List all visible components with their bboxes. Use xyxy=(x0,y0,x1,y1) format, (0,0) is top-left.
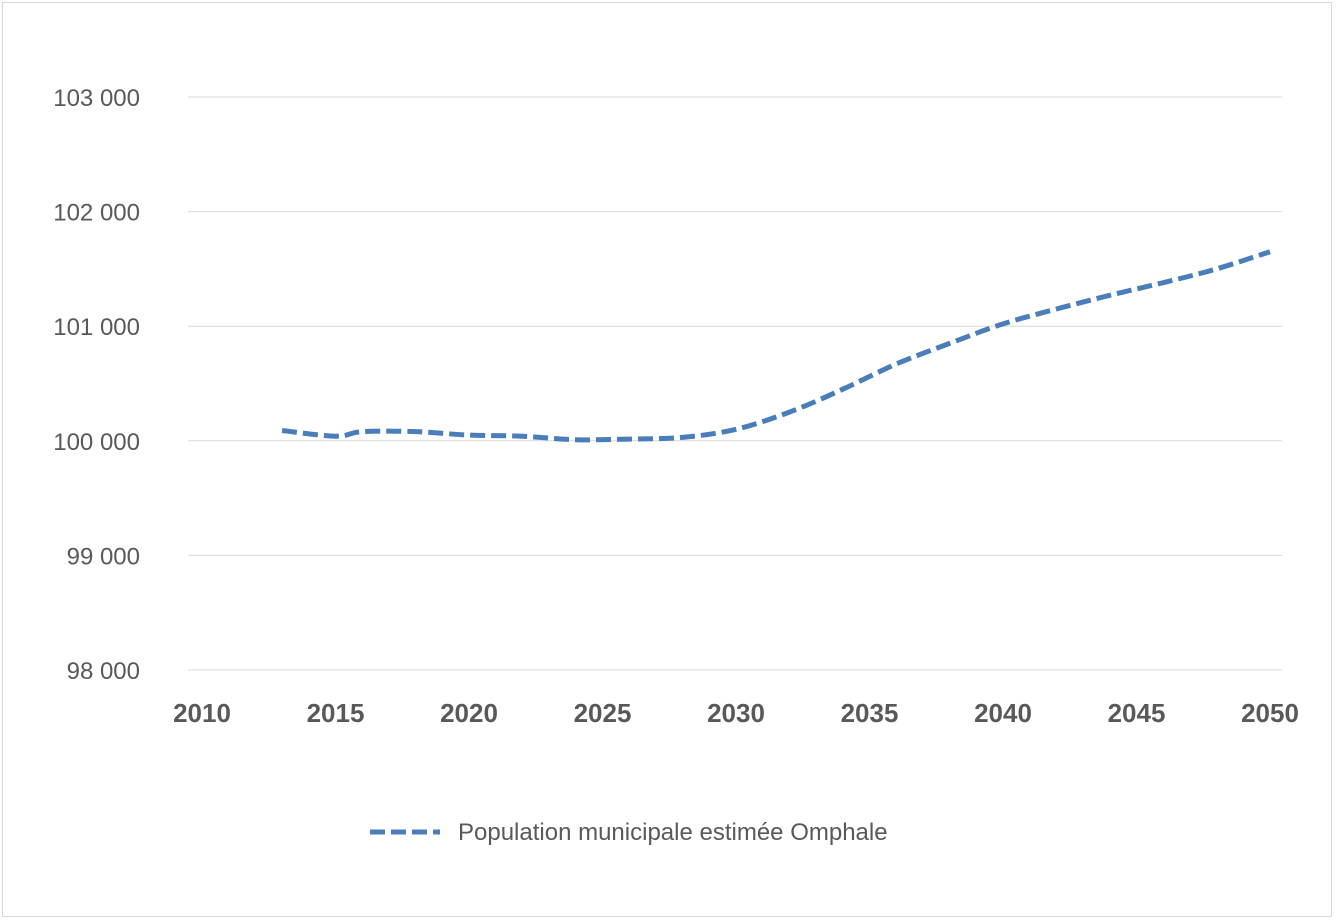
y-axis-tick-labels: 98 000 99 000 100 000 101 000 102 000 103 000 xyxy=(53,85,140,685)
x-tick-label: 2020 xyxy=(440,698,498,728)
x-axis-tick-labels: 2010 2015 2020 2025 2030 2035 2040 2045 2050 xyxy=(173,698,1299,728)
y-tick-label: 101 000 xyxy=(53,314,140,341)
x-tick-label: 2045 xyxy=(1108,698,1166,728)
series-lines xyxy=(281,249,1271,443)
x-tick-label: 2025 xyxy=(574,698,632,728)
y-tick-label: 100 000 xyxy=(53,429,140,456)
gridlines xyxy=(188,96,1282,671)
x-tick-label: 2015 xyxy=(307,698,365,728)
x-tick-label: 2050 xyxy=(1241,698,1299,728)
x-tick-label: 2030 xyxy=(707,698,765,728)
x-tick-label: 2040 xyxy=(974,698,1032,728)
legend: Population municipale estimée Omphale xyxy=(370,819,888,846)
y-tick-label: 102 000 xyxy=(53,200,140,227)
y-tick-label: 98 000 xyxy=(67,658,140,685)
x-tick-label: 2010 xyxy=(173,698,231,728)
legend-label: Population municipale estimée Omphale xyxy=(458,819,888,846)
y-tick-label: 99 000 xyxy=(67,543,140,570)
series-line xyxy=(281,249,1271,443)
x-tick-label: 2035 xyxy=(841,698,899,728)
y-tick-label: 103 000 xyxy=(53,85,140,112)
